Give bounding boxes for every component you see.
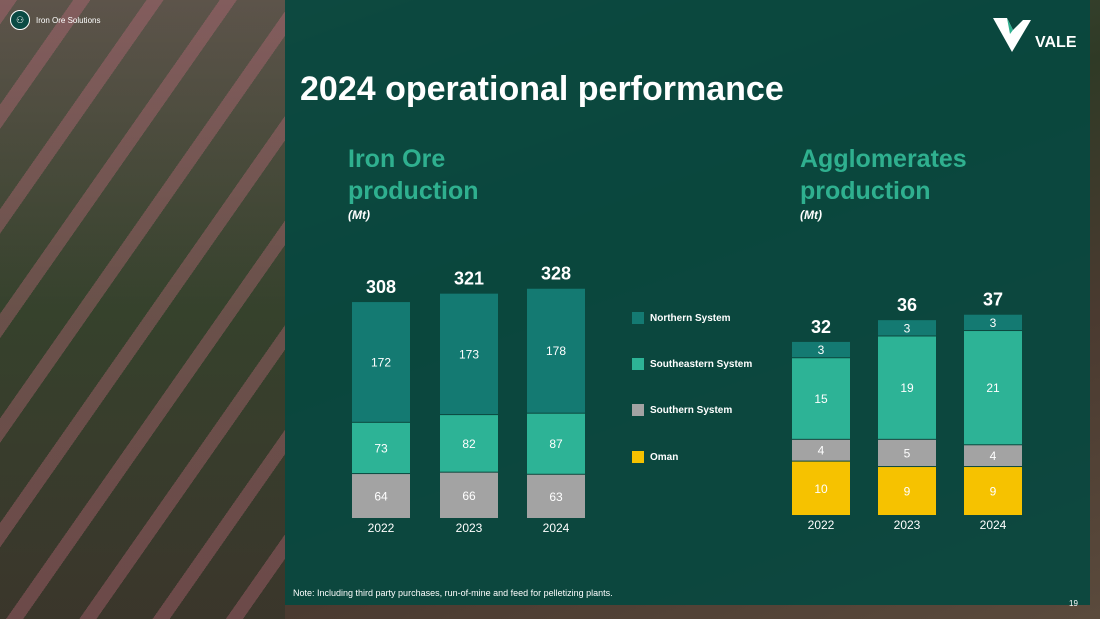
total-label: 32: [811, 317, 831, 337]
vale-logo: VALE: [993, 18, 1076, 52]
data-label: 63: [549, 490, 563, 504]
data-label: 4: [990, 449, 997, 463]
legend-southeastern: Southeastern System: [632, 358, 752, 370]
bar-segment: [964, 331, 1022, 445]
bar-segment: [964, 467, 1022, 515]
bar-segment: [878, 320, 936, 336]
data-label: 9: [990, 485, 997, 499]
x-tick-label: 2024: [980, 518, 1007, 532]
bar-segment: [792, 358, 850, 439]
data-label: 3: [818, 343, 825, 357]
data-label: 64: [374, 490, 388, 504]
data-label: 87: [549, 437, 563, 451]
bar-segment: [440, 293, 498, 415]
total-label: 321: [454, 269, 484, 289]
data-label: 5: [904, 446, 911, 460]
data-label: 15: [814, 392, 828, 406]
background-photo: [0, 0, 285, 619]
legend-southern: Southern System: [632, 404, 732, 416]
data-label: 3: [904, 321, 911, 335]
data-label: 9: [904, 485, 911, 499]
brand: ⚇ Iron Ore Solutions: [10, 10, 100, 30]
iron-ore-title: Iron Ore production: [348, 145, 479, 205]
data-label: 10: [814, 482, 828, 496]
bar-segment: [440, 472, 498, 518]
data-label: 4: [818, 444, 825, 458]
legend-northern: Northern System: [632, 312, 731, 324]
bar-segment: [352, 302, 410, 422]
data-label: 21: [986, 381, 1000, 395]
total-label: 37: [983, 290, 1003, 310]
content-panel: [285, 0, 1090, 605]
data-label: 178: [546, 344, 566, 358]
agglomerates-unit: (Mt): [800, 208, 822, 222]
bar-segment: [964, 314, 1022, 331]
bar-segment: [440, 415, 498, 472]
data-label: 66: [462, 489, 476, 503]
x-tick-label: 2022: [368, 521, 395, 535]
total-label: 308: [366, 277, 396, 297]
brand-logo-icon: ⚇: [10, 10, 30, 30]
bar-segment: [352, 474, 410, 518]
data-label: 73: [374, 441, 388, 455]
agglomerates-title: Agglomerates production: [800, 145, 967, 205]
page-number: 19: [1069, 599, 1078, 608]
brand-label: Iron Ore Solutions: [36, 15, 101, 25]
data-label: 3: [990, 316, 997, 330]
bar-segment: [792, 341, 850, 358]
bar-segment: [878, 467, 936, 515]
x-tick-label: 2022: [808, 518, 835, 532]
bar-segment: [352, 422, 410, 474]
iron-ore-unit: (Mt): [348, 208, 370, 222]
data-label: 172: [371, 355, 391, 369]
bar-segment: [964, 445, 1022, 467]
x-tick-label: 2024: [543, 521, 570, 535]
bar-segment: [527, 474, 585, 518]
total-label: 36: [897, 295, 917, 315]
vale-v-icon: [993, 18, 1031, 52]
x-tick-label: 2023: [456, 521, 483, 535]
bar-segment: [792, 461, 850, 515]
bar-segment: [527, 288, 585, 413]
x-tick-label: 2023: [894, 518, 921, 532]
data-label: 82: [462, 437, 476, 451]
bar-segment: [792, 439, 850, 461]
data-label: 19: [900, 381, 914, 395]
total-label: 328: [541, 264, 571, 284]
vale-wordmark: VALE: [1035, 34, 1077, 51]
bar-segment: [878, 336, 936, 439]
bar-segment: [878, 439, 936, 467]
legend-oman: Oman: [632, 451, 678, 463]
footnote: Note: Including third party purchases, r…: [293, 588, 613, 598]
data-label: 173: [459, 347, 479, 361]
bar-segment: [527, 413, 585, 474]
page-title: 2024 operational performance: [300, 70, 784, 108]
